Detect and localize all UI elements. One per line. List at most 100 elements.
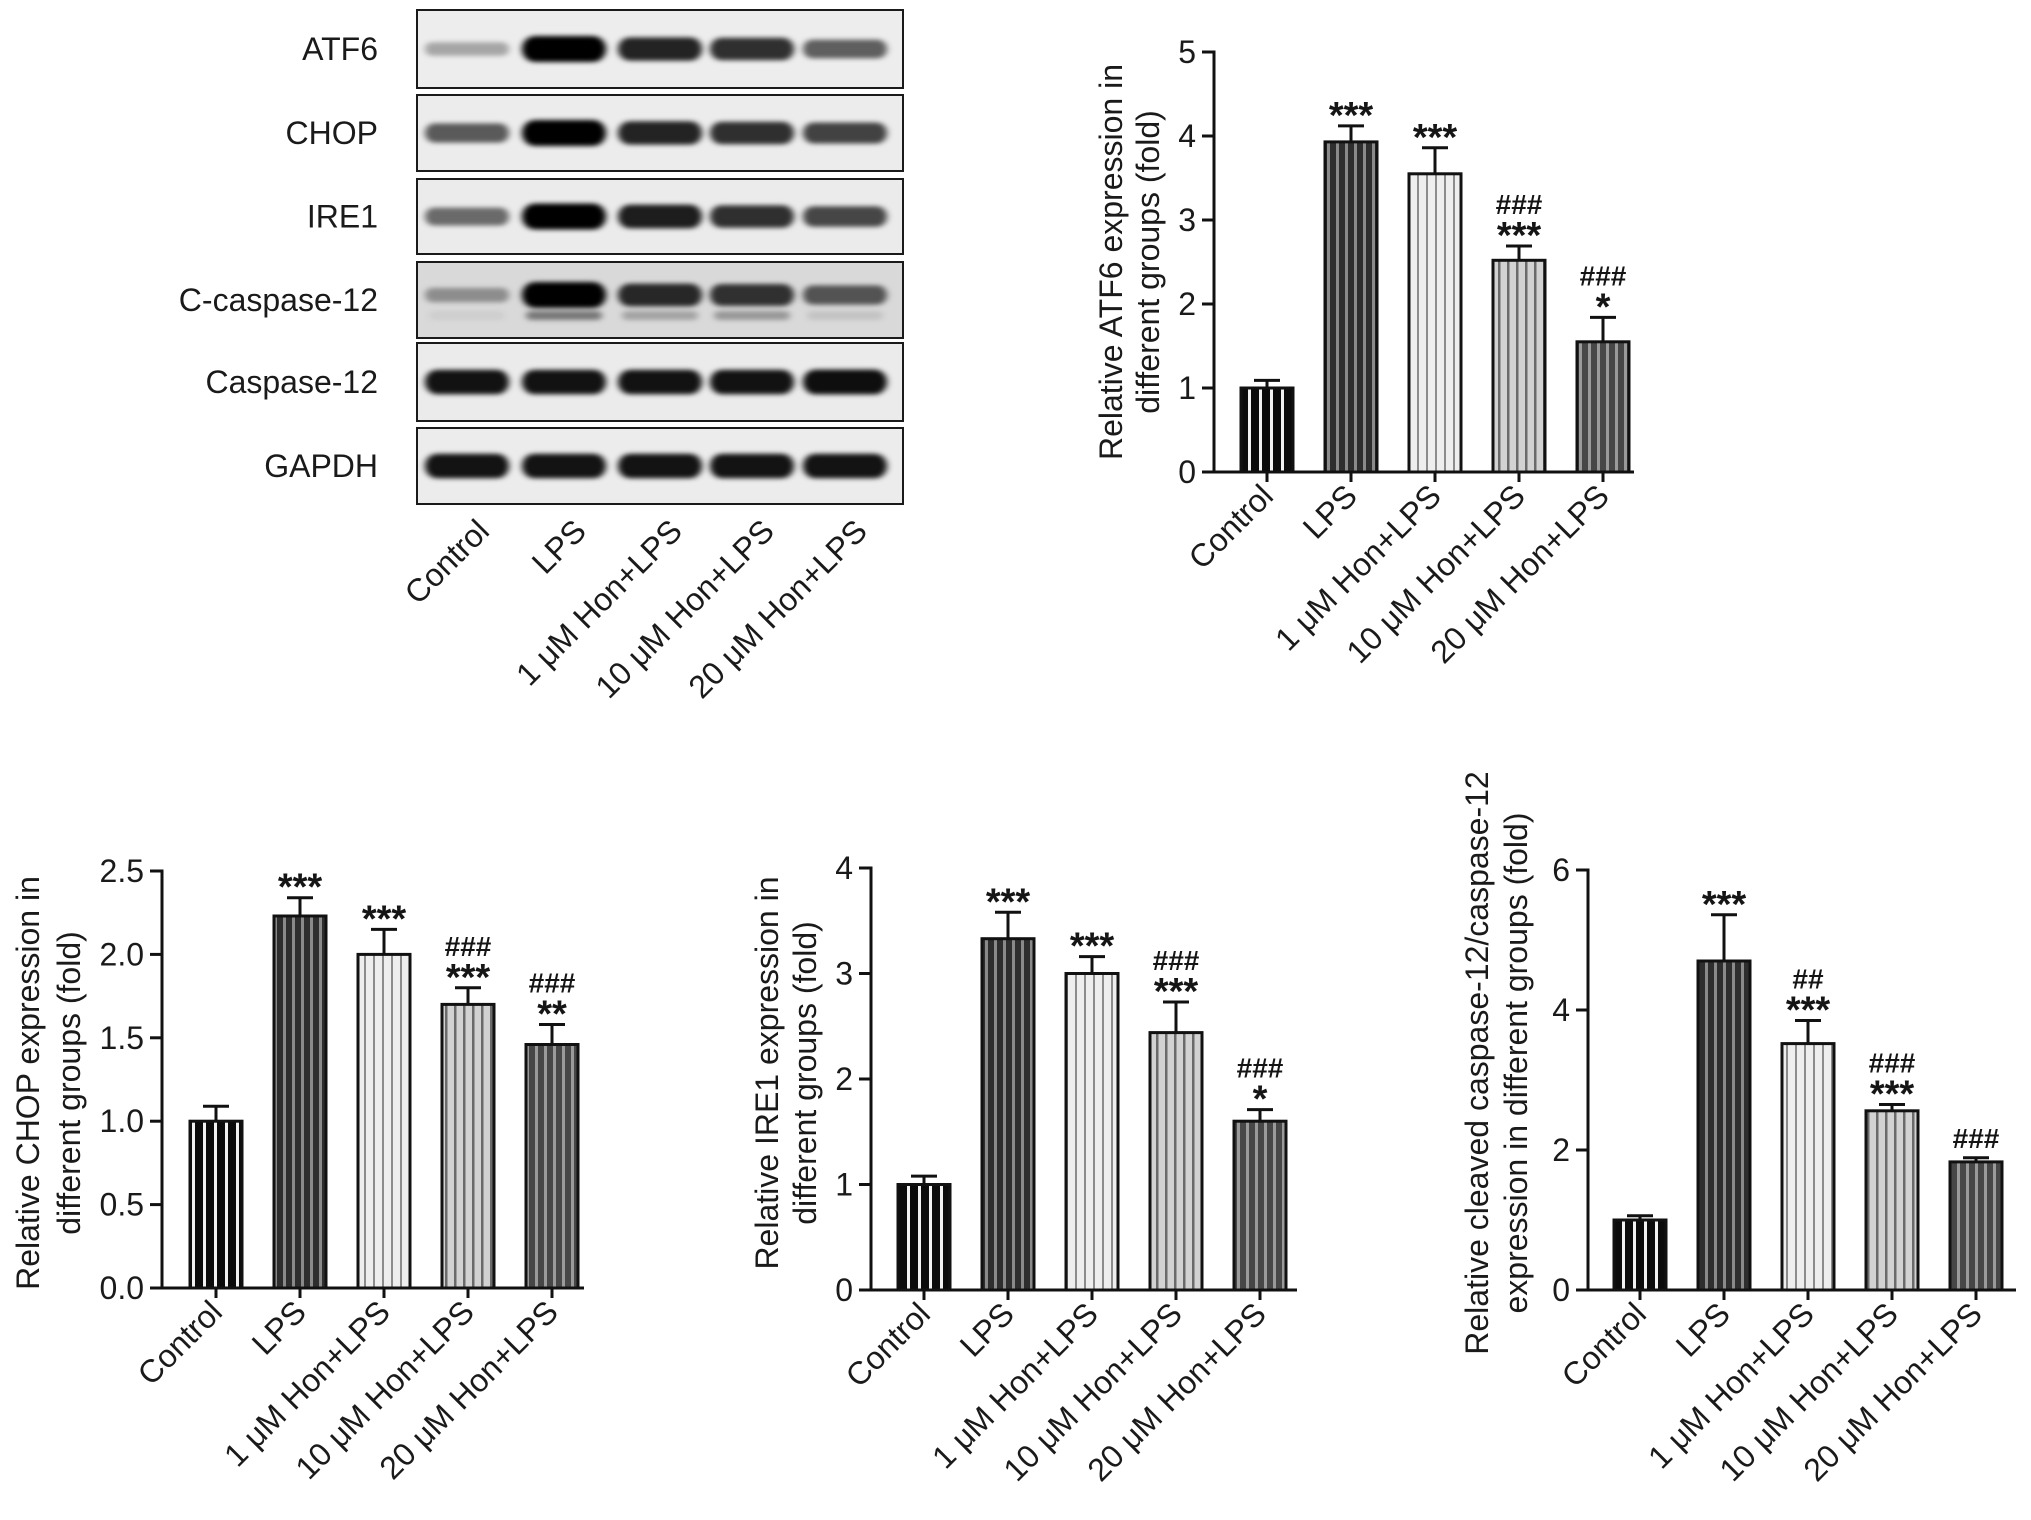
- blot-band: [522, 282, 606, 308]
- blot-row-chop: CHOP: [286, 94, 904, 172]
- y-tick-label: 6: [1552, 852, 1570, 888]
- bar-1um-hon-lps: [1407, 172, 1463, 474]
- y-tick-label: 0.5: [100, 1187, 144, 1223]
- blot-band: [425, 207, 509, 226]
- blot-lane-label: LPS: [525, 512, 593, 580]
- x-tick-label: Control: [1182, 477, 1280, 575]
- bar-10um-hon-lps: [440, 1002, 496, 1290]
- x-tick-label: Control: [131, 1293, 229, 1391]
- y-axis-title: Relative CHOP expression in: [10, 876, 46, 1290]
- significance-hashes: ###: [445, 931, 492, 962]
- significance-stars: ***: [278, 867, 323, 909]
- blot-band: [522, 453, 606, 479]
- blot-lower-band: [714, 311, 790, 320]
- blot-row-caspase-12: Caspase-12: [205, 342, 904, 422]
- y-axis-title: Relative IRE1 expression in: [749, 876, 785, 1269]
- significance-hashes: ###: [1496, 189, 1543, 220]
- blot-band: [425, 123, 509, 143]
- x-tick-label: Control: [839, 1295, 937, 1393]
- bar-lps: [1696, 959, 1752, 1292]
- chop-bar-chart: Relative CHOP expression in different gro…: [10, 853, 584, 1486]
- blot-band: [522, 203, 606, 230]
- blot-row-label: Caspase-12: [205, 364, 378, 400]
- y-tick-label: 0.0: [100, 1270, 144, 1306]
- ire1-bar-chart: Relative IRE1 expression in different gro…: [749, 850, 1297, 1488]
- blot-band: [425, 369, 509, 395]
- bar-20um-hon-lps: [1232, 1119, 1288, 1292]
- y-tick-label: 1.5: [100, 1020, 144, 1056]
- y-tick-label: 1: [1178, 370, 1196, 406]
- bar-control: [1612, 1218, 1668, 1292]
- blot-row-label: ATF6: [302, 31, 378, 67]
- significance-hashes: ###: [1953, 1123, 2000, 1154]
- significance-stars: **: [537, 994, 567, 1036]
- blot-lower-band: [622, 311, 698, 320]
- bar-1um-hon-lps: [356, 952, 412, 1290]
- blot-band: [803, 206, 887, 227]
- significance-hashes: ###: [529, 968, 576, 999]
- y-tick-label: 1: [835, 1167, 853, 1203]
- x-tick-label: LPS: [953, 1295, 1021, 1363]
- blot-row-c-caspase-12: C-caspase-12: [179, 261, 904, 339]
- blot-band: [710, 369, 794, 395]
- blot-band: [803, 285, 887, 305]
- y-tick-label: 0: [835, 1272, 853, 1308]
- bar-10um-hon-lps: [1864, 1109, 1920, 1292]
- y-tick-label: 4: [1552, 992, 1570, 1028]
- blot-band: [803, 453, 887, 479]
- significance-stars: ***: [1870, 1074, 1915, 1116]
- y-tick-label: 2: [1552, 1132, 1570, 1168]
- blot-lower-band: [429, 311, 505, 320]
- y-tick-label: 4: [1178, 118, 1196, 154]
- significance-stars: *: [1253, 1079, 1268, 1121]
- significance-stars: ***: [1154, 971, 1199, 1013]
- blot-band: [803, 122, 887, 144]
- significance-stars: ***: [362, 898, 407, 940]
- western-blot-panel: ATF6 CHOP IRE1 C-caspase-12 Caspase-12 GAPDH C…: [179, 9, 904, 705]
- significance-hashes: ###: [1237, 1053, 1284, 1084]
- y-axis-title: expression in different groups (fold): [1498, 812, 1534, 1313]
- significance-stars: ***: [1497, 215, 1542, 257]
- atf6-bar-chart: Relative ATF6 expression in different gro…: [1093, 34, 1634, 670]
- x-tick-label: LPS: [1296, 477, 1364, 545]
- y-tick-label: 5: [1178, 34, 1196, 70]
- bar-control: [188, 1119, 244, 1290]
- bar-20um-hon-lps: [1948, 1160, 2004, 1292]
- blot-row-label: IRE1: [307, 199, 378, 235]
- bar-20um-hon-lps: [1575, 340, 1631, 474]
- significance-hashes: ###: [1153, 945, 1200, 976]
- blot-lower-band: [526, 311, 602, 320]
- blot-band: [803, 39, 887, 59]
- x-tick-label: LPS: [245, 1293, 313, 1361]
- bar-control: [1239, 386, 1295, 474]
- blot-row-atf6: ATF6: [302, 9, 904, 89]
- bar-1um-hon-lps: [1064, 972, 1120, 1292]
- significance-hashes: ##: [1792, 964, 1824, 995]
- blot-lane-label: 20 μM Hon+LPS: [681, 512, 874, 705]
- blot-band: [618, 453, 702, 479]
- y-tick-label: 2: [835, 1061, 853, 1097]
- bar-20um-hon-lps: [524, 1043, 580, 1290]
- significance-stars: ***: [1702, 884, 1747, 926]
- significance-hashes: ###: [1580, 261, 1627, 292]
- bar-lps: [272, 914, 328, 1290]
- y-tick-label: 0: [1552, 1272, 1570, 1308]
- blot-band: [710, 121, 794, 145]
- y-tick-label: 1.0: [100, 1103, 144, 1139]
- y-tick-label: 3: [1178, 202, 1196, 238]
- blot-band: [522, 120, 606, 146]
- blot-band: [710, 205, 794, 228]
- bar-lps: [980, 937, 1036, 1292]
- x-tick-label: LPS: [1669, 1295, 1737, 1363]
- x-tick-label: Control: [1555, 1295, 1653, 1393]
- blot-band: [425, 287, 509, 303]
- significance-hashes: ###: [1869, 1048, 1916, 1079]
- blot-band: [618, 121, 702, 145]
- blot-band: [522, 36, 606, 62]
- blot-row-label: CHOP: [286, 115, 378, 151]
- cleaved-caspase-12-bar-chart: Relative cleaved caspase-12/caspase-12 ex…: [1459, 771, 2016, 1488]
- y-tick-label: 2: [1178, 286, 1196, 322]
- significance-stars: ***: [446, 957, 491, 999]
